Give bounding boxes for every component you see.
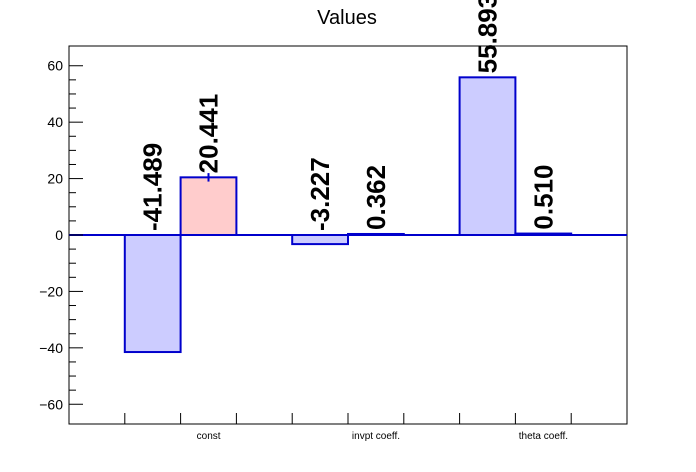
- x-category-label: const: [197, 431, 221, 442]
- chart-title: Values: [317, 7, 377, 29]
- y-tick-label: 40: [47, 114, 63, 130]
- bar: [123, 234, 182, 354]
- data-label: 20.441: [194, 94, 224, 174]
- data-label: -3.227: [305, 157, 335, 231]
- x-category-label: theta coeff.: [519, 431, 568, 442]
- data-label: 0.510: [528, 164, 558, 229]
- y-tick-label: −20: [39, 283, 63, 299]
- y-tick-label: 60: [47, 58, 63, 74]
- bar: [458, 76, 517, 237]
- y-tick-label: −60: [39, 396, 63, 412]
- bar: [291, 234, 350, 246]
- data-label: 0.362: [361, 165, 391, 230]
- data-label: 55.893: [473, 0, 503, 73]
- bar: [179, 176, 238, 236]
- y-tick-label: −40: [39, 340, 63, 356]
- y-tick-label: 0: [55, 227, 63, 243]
- x-category-label: invpt coeff.: [352, 431, 400, 442]
- data-label: -41.489: [138, 143, 168, 231]
- y-tick-label: 20: [47, 171, 63, 187]
